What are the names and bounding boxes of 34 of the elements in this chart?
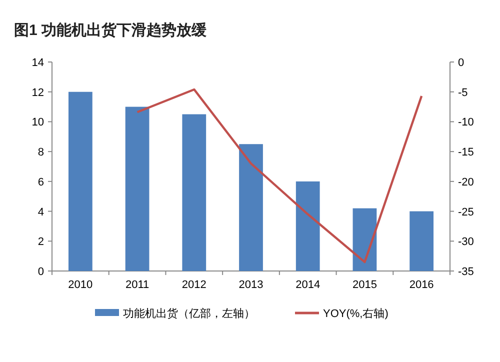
y2-tick-label: -20 (458, 176, 474, 188)
legend-label: YOY(%,右轴) (323, 307, 388, 320)
x-tick-label: 2010 (68, 279, 93, 291)
x-tick-label: 2011 (125, 279, 150, 291)
y-tick-label: 4 (38, 206, 44, 218)
y2-tick-label: -10 (458, 116, 474, 129)
y2-tick-label: -25 (458, 206, 474, 218)
y-tick-label: 14 (32, 57, 44, 69)
bar (125, 106, 150, 271)
x-tick-label: 2014 (296, 279, 320, 291)
bar (352, 208, 377, 271)
bar (239, 144, 263, 271)
bar (182, 114, 206, 271)
y2-tick-label: -15 (458, 146, 474, 159)
legend-label: 功能机出货（亿部，左轴） (123, 307, 255, 320)
x-tick-label: 2013 (238, 279, 264, 291)
y-tick-label: 0 (38, 266, 44, 278)
bar (68, 92, 92, 271)
y2-tick-label: 0 (458, 57, 464, 69)
y2-tick-label: -35 (458, 266, 474, 278)
y2-tick-label: -30 (458, 236, 474, 248)
y-tick-label: 12 (32, 86, 44, 99)
y2-tick-label: -5 (458, 86, 468, 99)
line-series (136, 88, 423, 264)
x-tick-label: 2016 (409, 279, 434, 291)
x-tick-label: 2012 (182, 279, 206, 291)
bar (410, 211, 434, 271)
x-tick-label: 2015 (352, 279, 377, 291)
bar (296, 181, 320, 271)
chart-title: 图1 功能机出货下滑趋势放缓 (14, 22, 208, 39)
y-tick-label: 6 (38, 176, 44, 188)
y-tick-label: 10 (32, 116, 44, 129)
y-tick-label: 2 (38, 236, 44, 248)
y-tick-label: 8 (38, 146, 44, 159)
